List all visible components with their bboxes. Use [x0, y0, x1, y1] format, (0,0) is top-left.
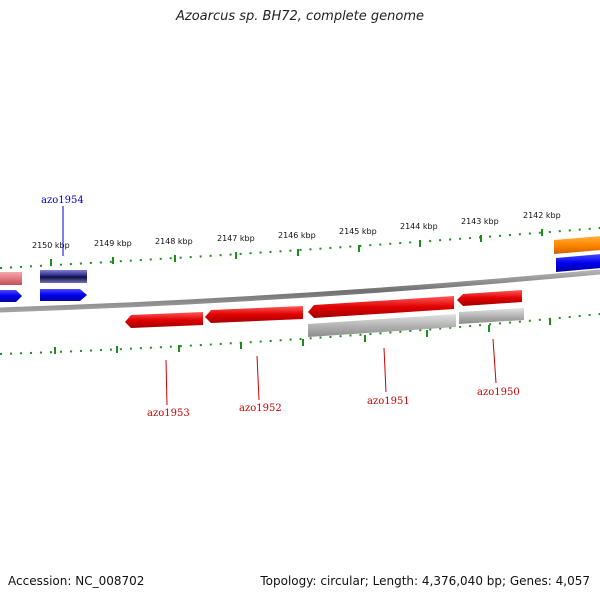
kbp-label-2146: 2146 kbp — [278, 231, 316, 240]
accession-text: Accession: NC_008702 — [8, 574, 145, 588]
gene-azo1951[interactable] — [308, 296, 454, 318]
kbp-label-2144: 2144 kbp — [400, 222, 438, 231]
gene-blue-feature-right[interactable] — [556, 254, 600, 272]
gene-blue-arrow-left[interactable] — [0, 290, 22, 302]
outer-tick-ring — [0, 227, 600, 269]
kbp-label-2147: 2147 kbp — [217, 234, 255, 243]
gene-azo1953[interactable] — [125, 312, 203, 328]
reverse-strand-genes — [125, 290, 524, 337]
inner-tick-ring — [0, 313, 600, 355]
kbp-label-2150: 2150 kbp — [32, 241, 70, 250]
gene-gray-feature-1[interactable] — [308, 314, 456, 337]
genome-backbone — [0, 269, 600, 313]
gene-label-azo1953[interactable]: azo1953 — [147, 408, 190, 419]
gene-labels: azo1954 azo1953 azo1952 azo1951 azo1950 — [41, 195, 520, 419]
gene-pink-feature[interactable] — [0, 272, 22, 285]
kbp-label-2148: 2148 kbp — [155, 237, 193, 246]
inner-major-ticks — [54, 318, 551, 354]
gene-blue-arrow[interactable] — [40, 289, 87, 301]
gene-azo1952[interactable] — [205, 306, 303, 323]
gene-label-azo1951[interactable]: azo1951 — [367, 396, 410, 407]
forward-strand-genes — [0, 236, 600, 302]
gene-azo1954-block[interactable] — [40, 270, 87, 283]
gene-label-azo1952[interactable]: azo1952 — [239, 403, 282, 414]
leader-line-azo1953 — [165, 359, 168, 406]
gene-label-azo1950[interactable]: azo1950 — [477, 387, 520, 398]
map-title: Azoarcus sp. BH72, complete genome — [175, 9, 425, 24]
outer-major-ticks — [50, 229, 543, 266]
kbp-label-2143: 2143 kbp — [461, 217, 499, 226]
leader-line-azo1950 — [492, 338, 497, 384]
label-leader-lines — [62, 206, 497, 406]
gene-orange-feature[interactable] — [554, 236, 600, 254]
genome-stats-text: Topology: circular; Length: 4,376,040 bp… — [260, 574, 590, 588]
kbp-label-2149: 2149 kbp — [94, 239, 132, 248]
kbp-label-2145: 2145 kbp — [339, 227, 377, 236]
leader-line-azo1951 — [383, 347, 387, 393]
gene-gray-feature-2[interactable] — [459, 308, 524, 324]
kbp-label-2142: 2142 kbp — [523, 211, 561, 220]
gene-azo1950[interactable] — [457, 290, 522, 306]
gene-label-azo1954[interactable]: azo1954 — [41, 195, 84, 206]
leader-line-azo1952 — [256, 355, 260, 401]
kbp-scale-labels: 2150 kbp 2149 kbp 2148 kbp 2147 kbp 2146… — [32, 211, 561, 250]
